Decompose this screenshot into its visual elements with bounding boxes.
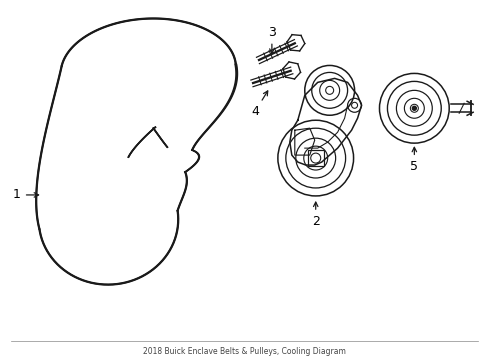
Text: 4: 4 xyxy=(250,91,267,118)
Text: 2: 2 xyxy=(311,202,319,228)
Text: 1: 1 xyxy=(13,188,39,202)
Text: 2018 Buick Enclave Belts & Pulleys, Cooling Diagram: 2018 Buick Enclave Belts & Pulleys, Cool… xyxy=(143,347,345,356)
Text: 3: 3 xyxy=(267,26,275,53)
Circle shape xyxy=(411,106,415,110)
Text: 5: 5 xyxy=(409,147,418,173)
